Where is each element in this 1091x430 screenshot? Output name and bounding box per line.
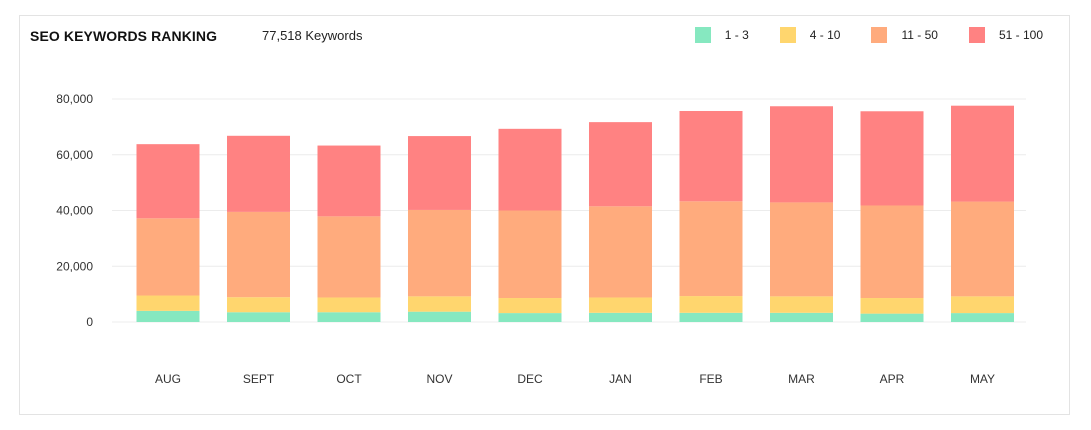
x-axis: AUG SEPT OCT NOV DEC JAN FEB MAR APR MAY [155, 372, 995, 386]
bar-segment-aug-1[interactable] [136, 310, 200, 322]
chart-title: SEO KEYWORDS RANKING [30, 28, 218, 44]
y-tick-label: 80,000 [56, 92, 93, 106]
y-tick-label: 60,000 [56, 148, 93, 162]
legend-swatch-11-50 [871, 27, 888, 43]
bar-segment-mar-4[interactable] [770, 106, 833, 203]
bar-segment-apr-2[interactable] [860, 298, 924, 314]
x-tick-label: JAN [609, 372, 632, 386]
bar-segment-nov-4[interactable] [408, 136, 471, 210]
legend-item-4-10[interactable]: 4 - 10 [779, 27, 841, 43]
legend-swatch-4-10 [779, 27, 796, 43]
x-tick-label: APR [880, 372, 905, 386]
bar-segment-jan-1[interactable] [589, 312, 652, 322]
x-tick-label: FEB [699, 372, 722, 386]
bar-segment-oct-1[interactable] [317, 312, 381, 322]
bar-segment-nov-3[interactable] [408, 209, 471, 297]
keyword-count: 77,518 Keywords [262, 28, 363, 43]
legend-item-1-3[interactable]: 1 - 3 [694, 27, 749, 43]
bar-segment-may-2[interactable] [951, 296, 1014, 314]
bar-segment-may-1[interactable] [951, 313, 1014, 322]
bar-segment-feb-4[interactable] [679, 110, 743, 202]
legend-swatch-51-100 [968, 27, 985, 43]
y-tick-label: 40,000 [56, 204, 93, 218]
bar-segment-dec-4[interactable] [498, 128, 562, 211]
y-tick-label: 20,000 [56, 259, 93, 273]
x-tick-label: AUG [155, 372, 181, 386]
legend-label-11-50: 11 - 50 [901, 28, 938, 42]
bar-segment-oct-4[interactable] [317, 145, 381, 217]
legend-label-51-100: 51 - 100 [998, 28, 1043, 42]
legend-item-11-50[interactable]: 11 - 50 [871, 27, 938, 43]
bar-segment-mar-3[interactable] [770, 202, 833, 297]
bar-segment-nov-1[interactable] [408, 311, 471, 322]
chart-legend: 1 - 3 4 - 10 11 - 50 51 - 100 [664, 27, 1043, 43]
x-tick-label: OCT [336, 372, 362, 386]
bar-segment-aug-3[interactable] [136, 218, 200, 296]
bar-segment-sept-2[interactable] [227, 297, 290, 313]
y-axis: 0 20,000 40,000 60,000 80,000 [56, 92, 93, 329]
bar-segment-feb-1[interactable] [679, 312, 743, 322]
bar-segment-may-3[interactable] [951, 201, 1014, 297]
bar-segment-feb-3[interactable] [679, 201, 743, 297]
y-tick-label: 0 [86, 315, 93, 329]
bar-segment-oct-3[interactable] [317, 216, 381, 298]
legend-item-51-100[interactable]: 51 - 100 [968, 27, 1043, 43]
bar-segment-apr-3[interactable] [860, 205, 924, 299]
bar-segment-apr-4[interactable] [860, 111, 924, 206]
bar-segment-jan-4[interactable] [589, 122, 652, 207]
x-tick-label: MAR [788, 372, 815, 386]
bar-segment-nov-2[interactable] [408, 296, 471, 312]
bar-segment-may-4[interactable] [951, 105, 1014, 202]
legend-label-1-3: 1 - 3 [724, 28, 749, 42]
x-tick-label: SEPT [243, 372, 275, 386]
bar-segment-mar-2[interactable] [770, 296, 833, 313]
bar-segment-oct-2[interactable] [317, 297, 381, 313]
bar-segment-jan-2[interactable] [589, 297, 652, 313]
bar-segment-jan-3[interactable] [589, 206, 652, 298]
bar-segment-aug-2[interactable] [136, 295, 200, 311]
bar-segment-feb-2[interactable] [679, 296, 743, 313]
legend-label-4-10: 4 - 10 [809, 28, 841, 42]
bar-segment-sept-4[interactable] [227, 135, 290, 212]
bar-segment-dec-2[interactable] [498, 298, 562, 314]
legend-swatch-1-3 [694, 27, 711, 43]
x-tick-label: NOV [426, 372, 452, 386]
bar-segment-sept-1[interactable] [227, 312, 290, 322]
bar-segment-aug-4[interactable] [136, 144, 200, 219]
bar-segment-mar-1[interactable] [770, 312, 833, 322]
bar-segment-sept-3[interactable] [227, 211, 290, 298]
x-tick-label: MAY [970, 372, 995, 386]
bar-segment-apr-1[interactable] [860, 313, 924, 322]
bars [136, 105, 1014, 322]
bar-segment-dec-3[interactable] [498, 210, 562, 299]
x-tick-label: DEC [517, 372, 543, 386]
bar-segment-dec-1[interactable] [498, 313, 562, 322]
